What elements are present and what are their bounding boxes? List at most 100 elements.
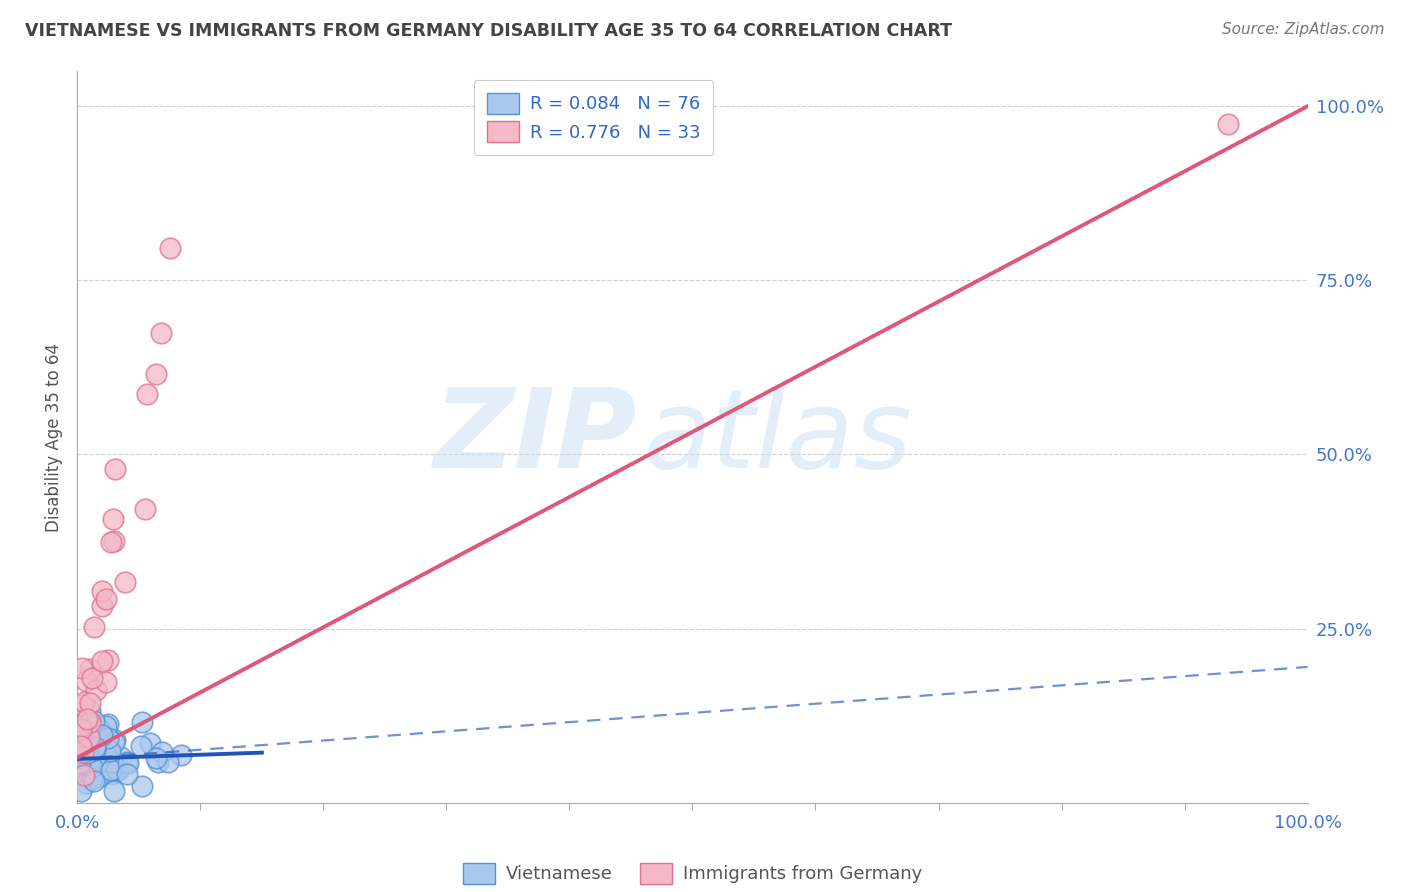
Text: VIETNAMESE VS IMMIGRANTS FROM GERMANY DISABILITY AGE 35 TO 64 CORRELATION CHART: VIETNAMESE VS IMMIGRANTS FROM GERMANY DI… [25, 22, 952, 40]
Point [70, 698, 93, 713]
Point [69, 756, 91, 770]
Point [83, 730, 105, 744]
Point [135, 387, 157, 401]
Legend: Vietnamese, Immigrants from Germany: Vietnamese, Immigrants from Germany [456, 855, 929, 891]
Point [148, 756, 170, 770]
Point [98, 744, 121, 758]
Point [104, 461, 127, 475]
Point [72, 746, 94, 760]
Point [82, 671, 104, 685]
Point [75, 746, 97, 760]
Point [96, 653, 118, 667]
Point [101, 767, 124, 781]
Point [83, 773, 105, 788]
Point [84, 683, 107, 698]
Point [96, 591, 118, 606]
Point [115, 766, 138, 780]
Point [67, 766, 90, 780]
Point [86, 735, 108, 749]
Point [157, 756, 180, 770]
Point [96, 747, 118, 761]
Point [105, 763, 128, 777]
Point [73, 694, 96, 708]
Point [73, 742, 96, 756]
Point [103, 534, 125, 549]
Y-axis label: Disability Age 35 to 64: Disability Age 35 to 64 [45, 343, 63, 532]
Point [82, 771, 104, 785]
Point [79, 696, 101, 710]
Point [159, 240, 181, 254]
Point [77, 759, 100, 773]
Point [87, 770, 110, 784]
Point [76, 712, 98, 726]
Point [150, 745, 173, 759]
Point [131, 739, 153, 753]
Point [83, 748, 105, 763]
Point [70, 739, 93, 753]
Point [139, 736, 162, 750]
Point [72, 727, 94, 741]
Point [145, 367, 167, 381]
Point [75, 776, 97, 790]
Point [67, 734, 90, 748]
Point [76, 740, 98, 755]
Point [83, 620, 105, 634]
Point [83, 743, 105, 757]
Point [72, 768, 94, 782]
Point [169, 748, 191, 763]
Point [79, 741, 101, 756]
Point [79, 714, 101, 729]
Point [84, 740, 107, 755]
Point [131, 714, 153, 729]
Point [103, 735, 125, 749]
Point [69, 756, 91, 770]
Point [67, 739, 90, 753]
Point [67, 714, 90, 729]
Point [77, 730, 100, 744]
Point [97, 731, 120, 746]
Point [150, 326, 173, 340]
Point [100, 756, 122, 770]
Point [134, 502, 156, 516]
Text: ZIP: ZIP [433, 384, 637, 491]
Point [104, 733, 127, 747]
Point [90, 654, 112, 668]
Point [91, 751, 114, 765]
Point [73, 735, 96, 749]
Point [89, 739, 111, 754]
Point [145, 751, 167, 765]
Point [131, 780, 153, 794]
Point [76, 752, 98, 766]
Point [79, 755, 101, 769]
Point [70, 719, 93, 733]
Point [94, 675, 117, 690]
Point [1216, 117, 1239, 131]
Point [83, 738, 105, 752]
Point [117, 756, 139, 770]
Point [67, 754, 90, 768]
Point [82, 772, 104, 786]
Point [70, 784, 93, 798]
Point [84, 719, 107, 733]
Point [79, 745, 101, 759]
Point [110, 750, 132, 764]
Text: atlas: atlas [644, 384, 912, 491]
Point [90, 599, 112, 613]
Point [100, 763, 122, 777]
Point [80, 753, 103, 767]
Point [84, 748, 107, 763]
Point [84, 718, 107, 732]
Point [100, 535, 122, 549]
Point [70, 722, 93, 736]
Point [82, 744, 104, 758]
Point [76, 746, 98, 760]
Point [107, 764, 129, 778]
Point [103, 512, 125, 526]
Point [91, 584, 114, 599]
Point [70, 735, 93, 749]
Point [86, 737, 108, 751]
Point [114, 574, 136, 589]
Point [90, 728, 112, 742]
Point [70, 661, 93, 675]
Point [80, 760, 103, 774]
